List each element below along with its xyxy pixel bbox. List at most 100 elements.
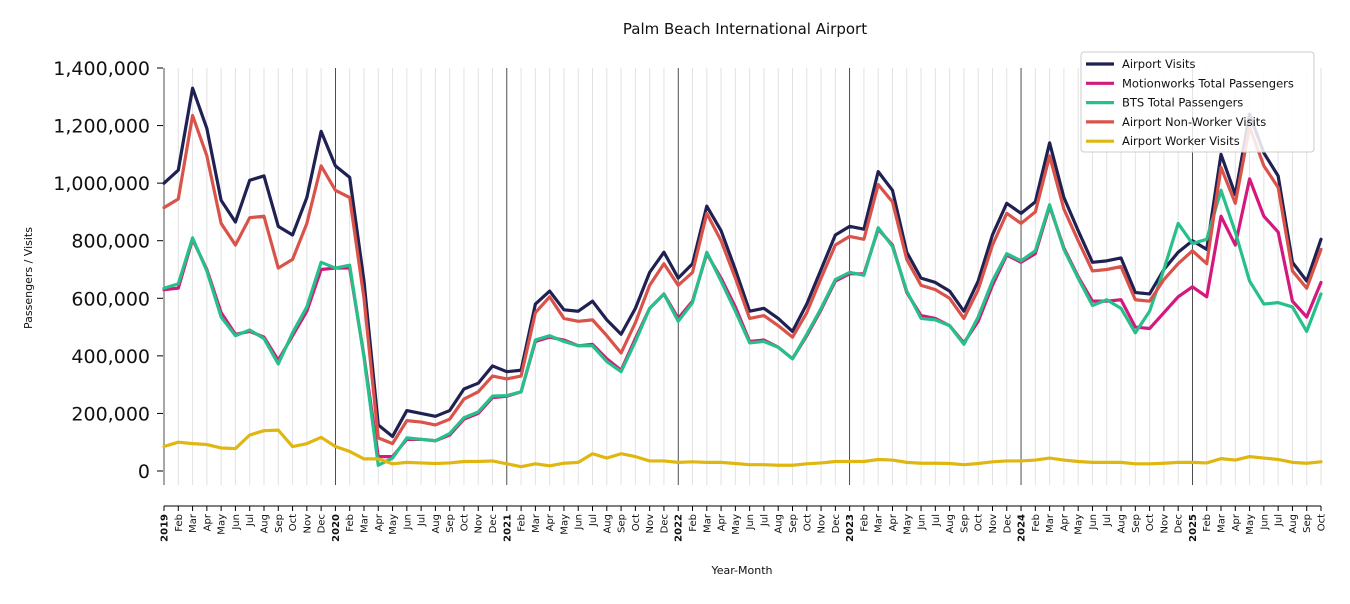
x-tick-label: Sep bbox=[959, 514, 970, 533]
x-tick-label: 2023 bbox=[845, 514, 856, 542]
x-tick-label: 2022 bbox=[674, 514, 685, 542]
x-tick-label: Aug bbox=[259, 514, 270, 534]
y-tick-label: 400,000 bbox=[71, 346, 150, 368]
series-line-airport-non-worker-visits bbox=[162, 113, 1323, 446]
x-tick-label: Nov bbox=[645, 514, 656, 534]
x-tick-label: Mar bbox=[702, 513, 713, 533]
x-tick-label: Jul bbox=[931, 514, 942, 527]
x-tick-label: Feb bbox=[1031, 514, 1042, 532]
x-tick-label: 2021 bbox=[502, 514, 513, 542]
x-tick-label: Sep bbox=[1131, 514, 1142, 533]
x-tick-label: Jul bbox=[1274, 514, 1285, 527]
y-tick-label: 800,000 bbox=[71, 231, 150, 253]
x-tick-label: Jul bbox=[1102, 514, 1113, 527]
legend-label: Motionworks Total Passengers bbox=[1122, 76, 1294, 90]
x-tick-label: 2025 bbox=[1188, 514, 1199, 542]
legend-label: Airport Non-Worker Visits bbox=[1122, 115, 1266, 129]
x-tick-label: Sep bbox=[445, 514, 456, 533]
x-tick-label: May bbox=[217, 514, 228, 535]
x-tick-label: Jul bbox=[417, 514, 428, 527]
x-tick-label: Oct bbox=[802, 514, 813, 531]
x-tick-label: Sep bbox=[1302, 514, 1313, 533]
x-tick-label: Aug bbox=[1288, 514, 1299, 534]
x-tick-label: 2020 bbox=[331, 514, 342, 542]
x-tick-label: 2024 bbox=[1017, 514, 1028, 542]
x-tick-label: Nov bbox=[817, 514, 828, 534]
x-tick-label: May bbox=[559, 514, 570, 535]
x-tick-label: May bbox=[1074, 514, 1085, 535]
x-tick-label: Nov bbox=[1159, 514, 1170, 534]
x-tick-label: Jun bbox=[745, 514, 756, 531]
x-tick-label: Dec bbox=[1002, 514, 1013, 533]
x-tick-label: Aug bbox=[431, 514, 442, 534]
x-tick-label: Jun bbox=[231, 514, 242, 531]
x-tick-label: May bbox=[388, 514, 399, 535]
y-tick-label: 200,000 bbox=[71, 403, 150, 425]
x-tick-label: Mar bbox=[1217, 513, 1228, 533]
x-tick-label: Jul bbox=[588, 514, 599, 527]
x-tick-label: Dec bbox=[831, 514, 842, 533]
x-tick-label: Apr bbox=[717, 513, 728, 531]
x-tick-label: Feb bbox=[688, 514, 699, 532]
x-tick-label: Nov bbox=[474, 514, 485, 534]
x-tick-label: Apr bbox=[1059, 513, 1070, 531]
x-tick-label: Aug bbox=[774, 514, 785, 534]
x-tick-label: Jun bbox=[917, 514, 928, 531]
x-tick-label: May bbox=[731, 514, 742, 535]
x-tick-label: May bbox=[902, 514, 913, 535]
legend-label: Airport Visits bbox=[1122, 57, 1196, 71]
x-tick-label: Jun bbox=[402, 514, 413, 531]
x-tick-label: Oct bbox=[1145, 514, 1156, 531]
legend-label: Airport Worker Visits bbox=[1122, 134, 1240, 148]
legend-label: BTS Total Passengers bbox=[1122, 96, 1243, 110]
x-tick-label: Dec bbox=[317, 514, 328, 533]
x-tick-label: Apr bbox=[545, 513, 556, 531]
series-line-bts-total-passengers bbox=[162, 188, 1323, 467]
x-tick-label: Feb bbox=[517, 514, 528, 532]
series-line-motionworks-total-passengers bbox=[162, 177, 1323, 459]
x-tick-label: Sep bbox=[788, 514, 799, 533]
x-tick-label: Mar bbox=[531, 513, 542, 533]
x-tick-label: Aug bbox=[945, 514, 956, 534]
x-tick-label: Jun bbox=[574, 514, 585, 531]
x-tick-label: Jun bbox=[1088, 514, 1099, 531]
y-tick-label: 600,000 bbox=[71, 288, 150, 310]
x-tick-label: Mar bbox=[188, 513, 199, 533]
x-tick-label: Dec bbox=[659, 514, 670, 533]
x-tick-label: Sep bbox=[274, 514, 285, 533]
y-axis-title: Passengers / Visits bbox=[22, 227, 35, 329]
x-tick-label: Mar bbox=[359, 513, 370, 533]
x-tick-label: Oct bbox=[974, 514, 985, 531]
x-tick-label: Jul bbox=[245, 514, 256, 527]
x-tick-label: Apr bbox=[1231, 513, 1242, 531]
x-tick-label: Apr bbox=[888, 513, 899, 531]
x-tick-label: Apr bbox=[374, 513, 385, 531]
x-tick-label: Oct bbox=[288, 514, 299, 531]
x-tick-label: Apr bbox=[202, 513, 213, 531]
x-tick-label: Feb bbox=[1202, 514, 1213, 532]
x-tick-label: Oct bbox=[459, 514, 470, 531]
x-tick-label: May bbox=[1245, 514, 1256, 535]
x-tick-label: Jul bbox=[759, 514, 770, 527]
x-tick-label: Aug bbox=[602, 514, 613, 534]
x-tick-label: Nov bbox=[302, 514, 313, 534]
x-tick-label: Feb bbox=[174, 514, 185, 532]
series-line-airport-visits bbox=[162, 86, 1323, 439]
x-tick-label: Nov bbox=[988, 514, 999, 534]
y-tick-label: 1,000,000 bbox=[53, 173, 150, 195]
x-tick-label: Feb bbox=[859, 514, 870, 532]
chart-title: Palm Beach International Airport bbox=[623, 20, 867, 38]
y-tick-label: 0 bbox=[138, 461, 150, 483]
legend-box bbox=[1080, 51, 1315, 153]
x-tick-label: Feb bbox=[345, 514, 356, 532]
x-tick-label: Sep bbox=[617, 514, 628, 533]
series-line-airport-worker-visits bbox=[162, 428, 1323, 469]
x-tick-label: Dec bbox=[1174, 514, 1185, 533]
x-tick-label: Mar bbox=[1045, 513, 1056, 533]
x-tick-label: Dec bbox=[488, 514, 499, 533]
y-tick-label: 1,400,000 bbox=[53, 58, 150, 80]
x-tick-label: Mar bbox=[874, 513, 885, 533]
x-tick-label: Oct bbox=[1317, 514, 1328, 531]
x-tick-label: 2019 bbox=[160, 514, 171, 542]
